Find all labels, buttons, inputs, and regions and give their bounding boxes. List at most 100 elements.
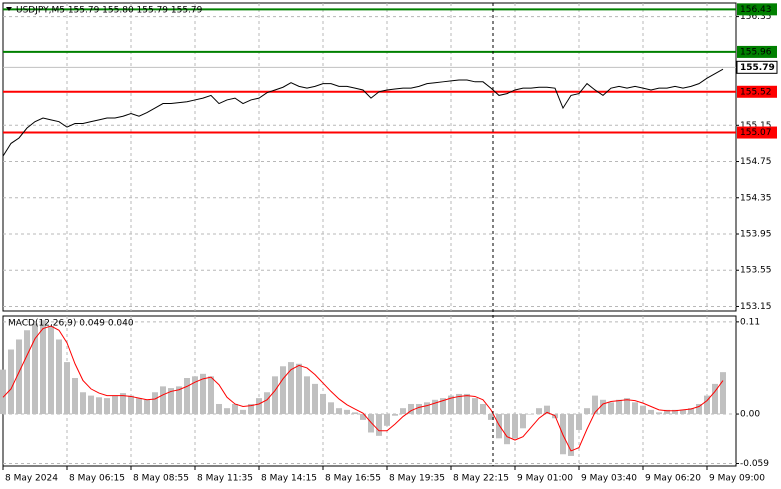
macd-panel	[2, 315, 737, 467]
chart-title: USDJPY,M5 155.79 155.80 155.79 155.79	[16, 6, 203, 16]
last-price-tag	[736, 60, 778, 74]
price-panel	[2, 2, 737, 312]
x-tick-label: 9 May 03:40	[581, 474, 637, 484]
x-tick-label: 8 May 16:55	[325, 474, 381, 484]
macd-bar	[48, 326, 54, 415]
x-tick-label: 9 May 09:00	[709, 474, 765, 484]
macd-bar	[360, 414, 366, 420]
macd-bar	[240, 409, 246, 415]
x-tick-label: 8 May 06:15	[69, 474, 125, 484]
macd-bar	[200, 373, 206, 415]
macd-bar	[416, 403, 422, 415]
macd-bar	[320, 393, 326, 415]
x-tick-label: 8 May 2024	[5, 474, 58, 484]
macd-bar	[8, 349, 14, 415]
macd-bar	[168, 388, 174, 415]
macd-bar	[720, 372, 726, 415]
macd-title: MACD(12,26,9) 0.049 0.040	[8, 319, 134, 329]
x-tick-label: 8 May 08:55	[133, 474, 189, 484]
macd-bar	[56, 339, 62, 415]
macd-bar	[312, 383, 318, 415]
macd-bar	[688, 408, 694, 415]
level-tag	[737, 85, 777, 98]
y-tick-label: 154.75	[740, 157, 772, 167]
x-tick-label: 8 May 19:35	[389, 474, 445, 484]
macd-bar	[704, 395, 710, 415]
macd-bar	[528, 414, 534, 415]
macd-bar	[648, 409, 654, 415]
macd-bar	[576, 414, 582, 430]
level-label: 155.07	[740, 128, 772, 138]
macd-bar	[608, 402, 614, 415]
macd-bar	[424, 402, 430, 415]
macd-bar	[536, 408, 542, 415]
macd-bar	[0, 369, 6, 415]
x-tick-label: 8 May 14:15	[261, 474, 317, 484]
macd-bar	[216, 403, 222, 415]
macd-bar	[384, 414, 390, 426]
macd-bar	[272, 376, 278, 415]
macd-bar	[544, 405, 550, 415]
macd-bar	[104, 398, 110, 415]
macd-bar	[336, 408, 342, 415]
macd-bar	[504, 414, 510, 445]
y-tick-label: 154.35	[740, 193, 772, 203]
macd-bar	[64, 362, 70, 415]
macd-bar	[624, 398, 630, 415]
last-price-label: 155.79	[740, 63, 775, 73]
macd-bar	[280, 366, 286, 415]
macd-bar	[464, 393, 470, 415]
macd-bar	[616, 399, 622, 415]
chart-layer: 8 May 2024 8 May 06:15 8 May 08:55 8 May 11…	[0, 3, 778, 484]
macd-bar	[112, 395, 118, 415]
macd-bar	[448, 395, 454, 415]
macd-bar	[224, 408, 230, 415]
macd-bar	[496, 414, 502, 439]
macd-bar	[520, 414, 526, 429]
macd-bar	[24, 330, 30, 415]
level-label: 155.52	[740, 87, 772, 97]
macd-bar	[16, 339, 22, 415]
macd-bar	[440, 398, 446, 415]
macd-bar	[256, 398, 262, 415]
macd-bar	[432, 399, 438, 415]
macd-bar	[88, 395, 94, 415]
macd-bar	[304, 376, 310, 415]
level-tag	[737, 3, 777, 16]
macd-bar	[328, 402, 334, 415]
x-tick-label: 8 May 11:35	[197, 474, 253, 484]
macd-bar	[376, 414, 382, 436]
level-label: 155.96	[740, 47, 772, 57]
macd-bar	[32, 323, 38, 415]
macd-bar	[96, 397, 102, 415]
macd-bar	[696, 403, 702, 415]
x-tick-label: 8 May 22:15	[453, 474, 509, 484]
y-tick-label: 155.15	[740, 121, 772, 131]
macd-bar	[584, 408, 590, 415]
y-tick-label: 0.00	[740, 410, 760, 420]
macd-bar	[72, 378, 78, 415]
macd-bar	[344, 409, 350, 415]
macd-bar	[176, 386, 182, 415]
macd-bar	[568, 414, 574, 456]
macd-bar	[408, 403, 414, 415]
macd-bar	[600, 399, 606, 415]
macd-bar	[656, 412, 662, 415]
macd-bar	[184, 378, 190, 415]
macd-bar	[152, 392, 158, 415]
macd-bar	[288, 362, 294, 415]
macd-bar	[456, 393, 462, 415]
x-tick-label: 9 May 01:00	[517, 474, 573, 484]
y-tick-label: 153.95	[740, 230, 772, 240]
macd-bar	[512, 414, 518, 439]
macd-bar	[640, 405, 646, 415]
x-tick-label: 9 May 06:20	[645, 474, 701, 484]
y-tick-label: 153.55	[740, 266, 772, 276]
macd-bar	[40, 320, 46, 415]
macd-bar	[144, 399, 150, 415]
y-tick-label: 153.15	[740, 302, 772, 312]
macd-bar	[208, 376, 214, 415]
macd-bar	[192, 376, 198, 415]
macd-bar	[80, 392, 86, 415]
